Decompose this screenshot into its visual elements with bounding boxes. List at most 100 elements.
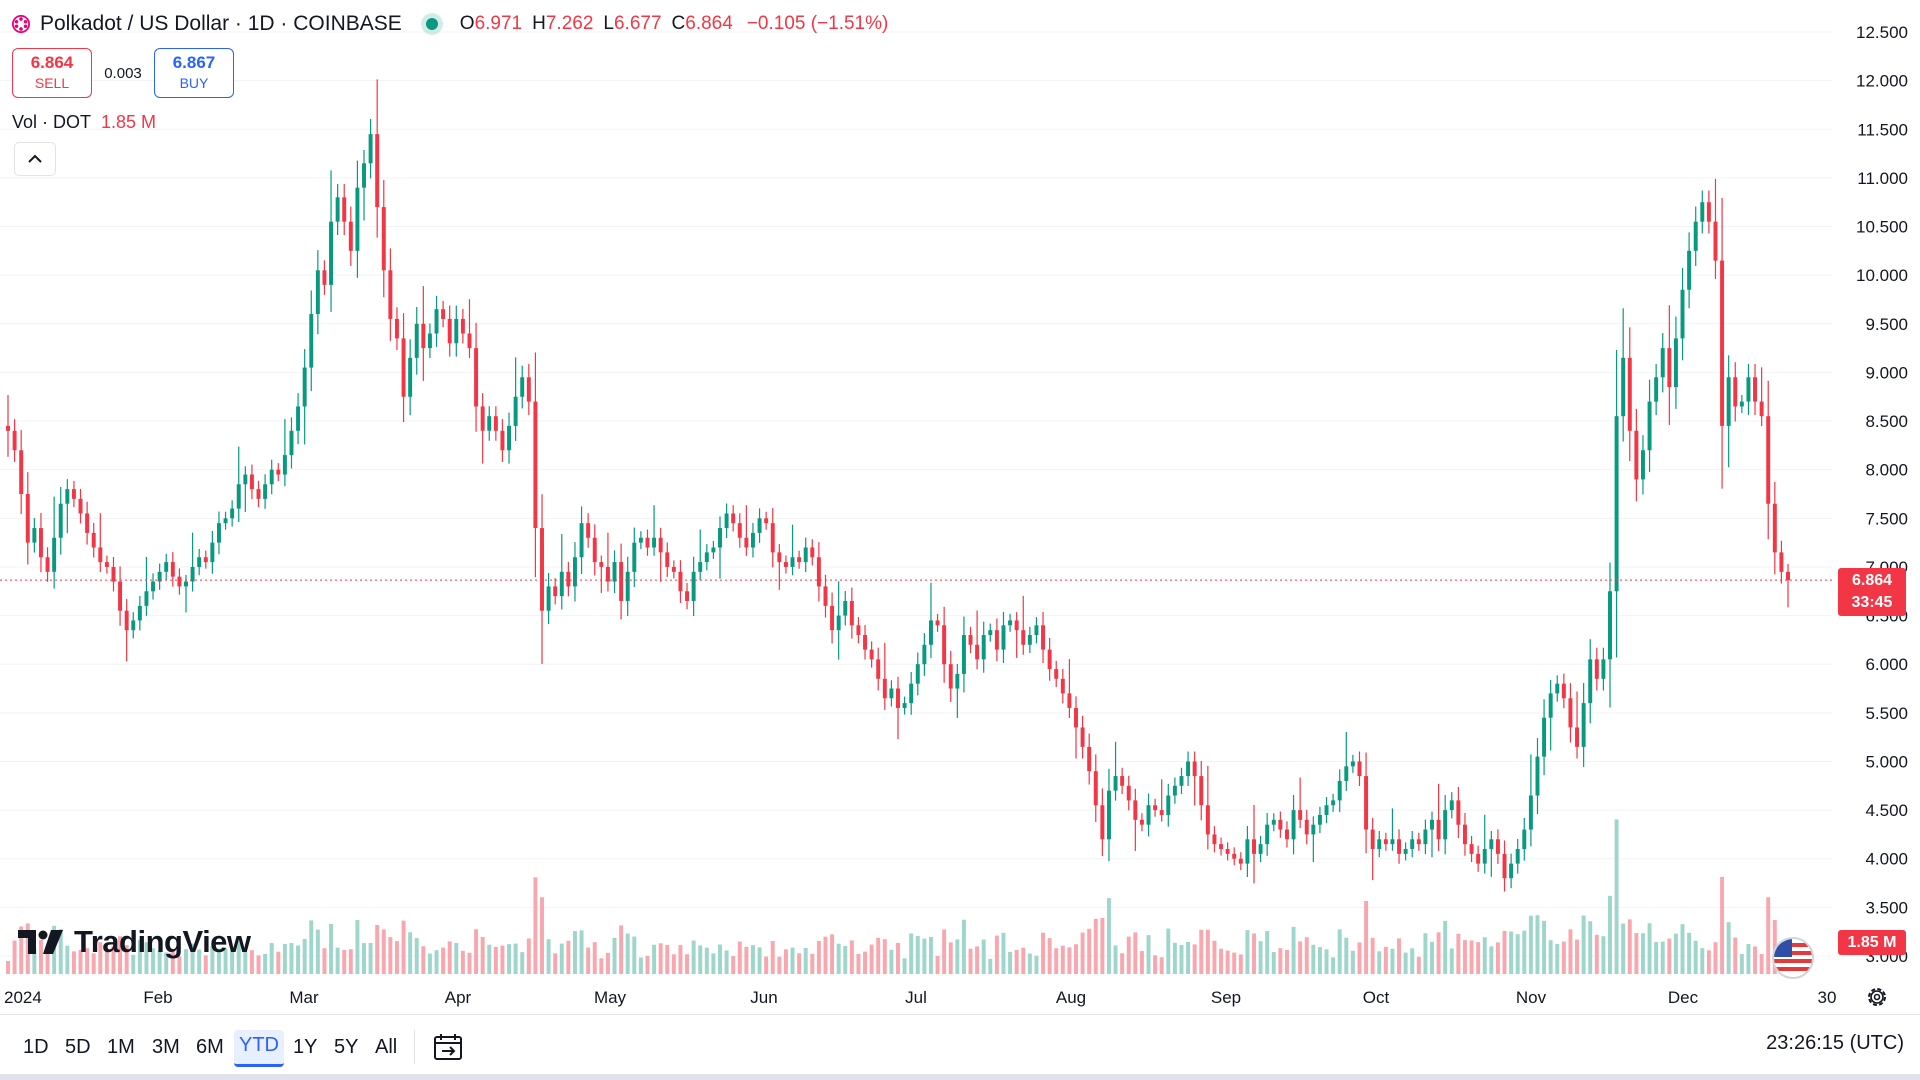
price-tick-label: 10.000 [1856,266,1908,285]
range-ytd-button[interactable]: YTD [234,1030,284,1067]
candle-body [78,498,83,514]
candle-body [638,537,643,543]
last-price: 6.864 [1851,572,1893,589]
candle-body [1509,863,1514,879]
volume-bar [586,947,591,974]
volume-bar [935,955,940,974]
time-tick-label: Aug [1056,988,1086,1007]
candle-body [935,620,940,626]
candle-body [1278,819,1283,830]
volume-bar [909,933,914,974]
buy-button[interactable]: 6.867 BUY [154,48,234,98]
price-tick-label: 5.500 [1865,704,1908,723]
candle-body [691,571,696,601]
bottom-strip [0,1074,1920,1080]
candle-body [52,537,57,572]
volume-bar [994,935,999,974]
tradingview-logo[interactable]: TradingView [18,924,251,960]
candle-body [1495,839,1500,854]
candle-body [1515,849,1520,864]
time-tick-label: Jun [750,988,777,1007]
volume-bar [137,939,142,974]
volume-legend[interactable]: Vol · DOT 1.85 M [12,112,156,133]
volume-bar [315,929,320,974]
collapse-legend-button[interactable] [14,142,56,176]
volume-bar [1172,942,1177,974]
volume-bar [236,938,241,974]
candle-body [1377,839,1382,850]
candle-body [493,416,498,431]
volume-bar [625,933,630,974]
candle-body [1205,805,1210,835]
range-1y-button[interactable]: 1Y [293,1036,318,1058]
candle-body [1726,377,1731,426]
candle-body [269,469,274,485]
candle-body [170,562,175,577]
price-chart[interactable]: 3.0003.5004.0004.5005.0005.5006.0006.500… [0,0,1920,1014]
calendar-icon[interactable] [432,1031,464,1063]
volume-bar [797,953,802,974]
price-tick-label: 11.000 [1857,169,1908,188]
volume-bar [6,960,10,974]
volume-bar [572,931,577,974]
candle-body [764,518,769,524]
candle-body [572,557,577,587]
range-3m-button[interactable]: 3M [152,1036,180,1058]
candle-body [1159,810,1164,815]
candle-body [177,576,182,587]
range-all-button[interactable]: All [375,1036,398,1058]
candle-body [408,357,413,397]
candle-body [507,425,512,451]
volume-bar [691,940,696,974]
range-1d-button[interactable]: 1D [23,1036,49,1058]
volume-bar [1509,931,1514,974]
volume-bar [1397,938,1402,974]
candle-body [619,562,624,601]
candle-body [1416,839,1421,845]
volume-bar [823,936,828,974]
candle-body [1146,805,1151,825]
volume-bar [810,953,815,974]
volume-bar [276,951,281,974]
candle-body [513,396,518,426]
candle-body [118,581,123,611]
volume-bar [896,942,900,974]
range-1m-button[interactable]: 1M [107,1036,135,1058]
symbol-title[interactable]: Polkadot / US Dollar · 1D · COINBASE [40,12,402,35]
candle-body [896,688,900,708]
price-tick-label: 5.000 [1865,752,1908,771]
volume-bar [302,938,307,974]
volume-bar [718,944,722,974]
range-6m-button[interactable]: 6M [196,1036,224,1058]
volume-bar [203,955,208,974]
sell-button[interactable]: 6.864 SELL [12,48,92,98]
volume-bar [1271,952,1276,974]
volume-bar [961,919,966,974]
change-value: −0.105 (−1.51%) [746,13,889,34]
volume-bar [131,954,136,974]
volume-bar [645,955,650,974]
volume-bar [296,945,301,974]
candle-body [1304,819,1309,835]
candle-body [579,523,584,558]
candle-body [1581,703,1586,747]
range-5d-button[interactable]: 5D [65,1036,91,1058]
volume-bar [1139,951,1144,974]
volume-bar [256,955,261,974]
volume-bar [434,950,439,974]
volume-bar [1608,895,1612,974]
price-tick-label: 12.500 [1856,23,1908,42]
volume-bar [1522,930,1527,974]
volume-bar [1093,918,1098,974]
chart-grid [0,31,1832,957]
volume-bar [520,952,525,974]
volume-bar [1383,946,1388,974]
candle-body [1390,839,1395,845]
volume-bar [1225,950,1230,974]
utc-clock[interactable]: 23:26:15 (UTC) [1766,1032,1904,1054]
us-flag-icon[interactable] [1772,937,1814,979]
gear-icon[interactable] [1864,984,1890,1010]
candle-body [236,484,241,509]
candle-body [6,425,10,431]
range-5y-button[interactable]: 5Y [334,1036,359,1058]
